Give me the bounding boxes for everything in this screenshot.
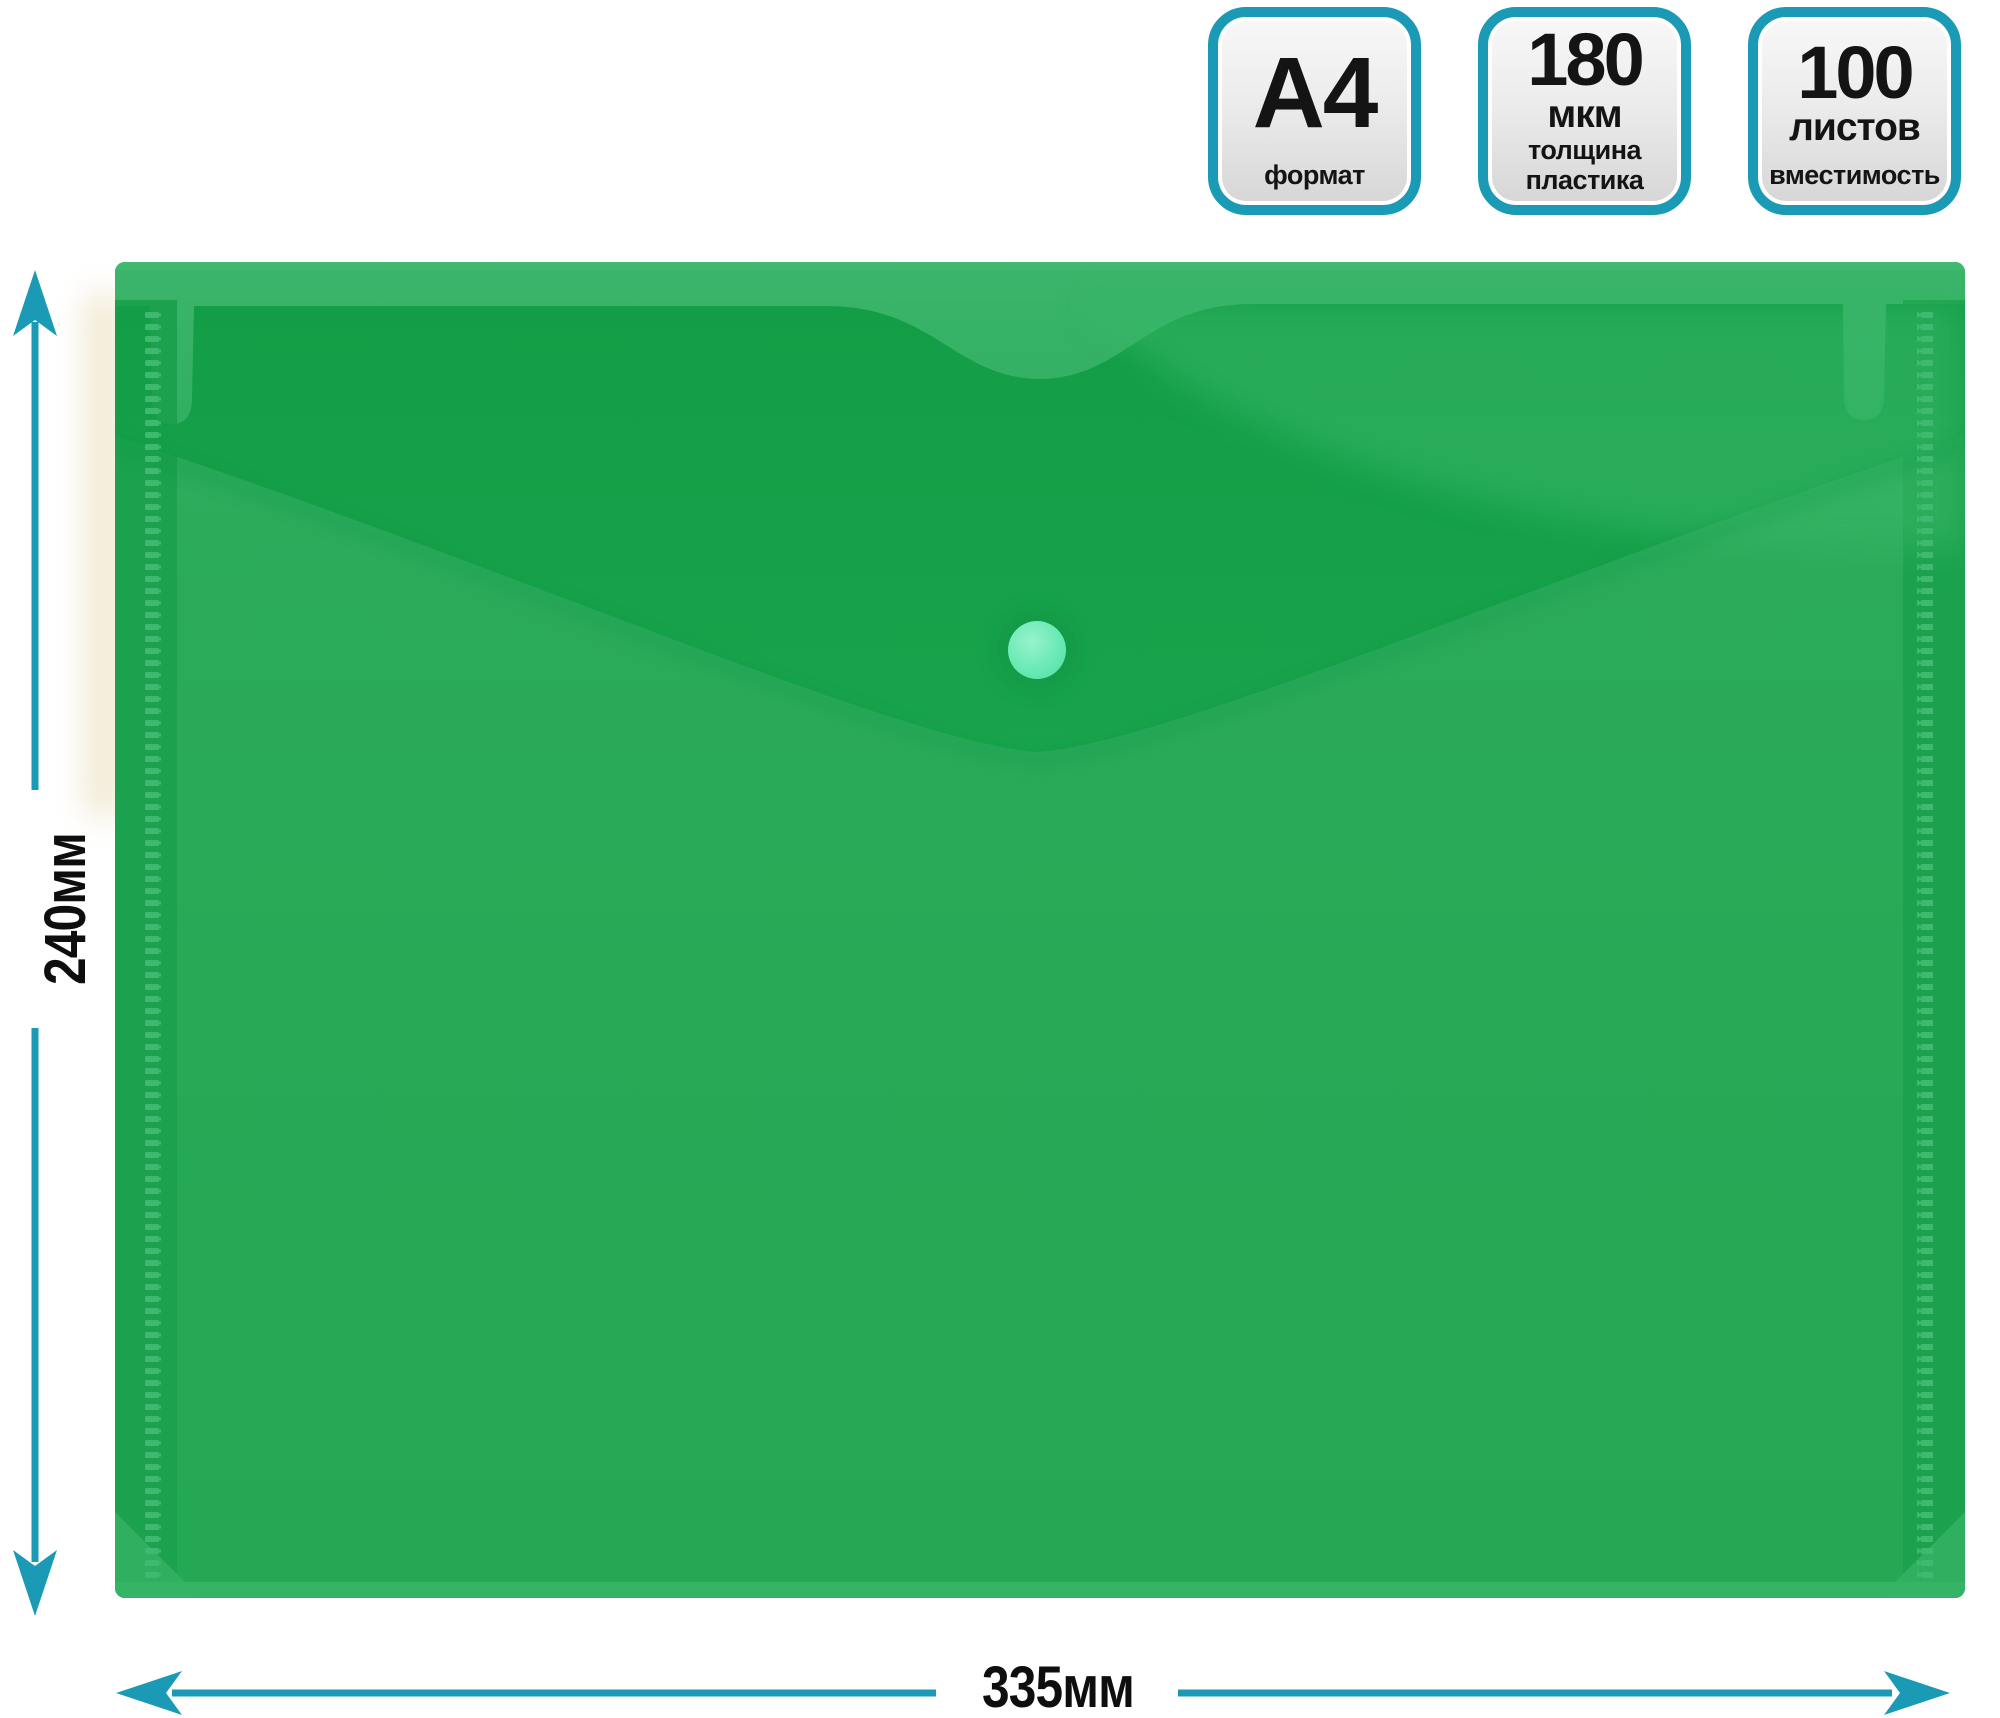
badge-capacity-label: вместимость xyxy=(1769,160,1940,191)
flap-edge-shadow xyxy=(115,439,1965,766)
top-edge-highlight xyxy=(115,262,1965,270)
height-dimension-label: 240мм xyxy=(33,833,98,985)
soft-shadow xyxy=(84,290,124,820)
badge-capacity: 100 листов вместимость xyxy=(1748,7,1961,215)
badge-thickness-label: толщина пластика xyxy=(1525,135,1644,195)
flap-highlight xyxy=(1080,302,1965,548)
arrow-left-icon xyxy=(116,1671,182,1715)
badge-thickness-value: 180 xyxy=(1527,18,1644,101)
width-dimension-arrow: 335мм xyxy=(116,1655,1950,1718)
arrow-up-icon xyxy=(13,270,57,336)
snap-button xyxy=(1008,621,1066,679)
badge-format-value: A4 xyxy=(1252,36,1379,149)
badge-thickness-unit: мкм xyxy=(1547,93,1622,137)
height-dimension-arrow: 240мм xyxy=(13,270,98,1616)
arrow-down-icon xyxy=(13,1550,57,1616)
spec-badges: A4 формат 180 мкм толщина пластика 100 л… xyxy=(1208,7,1961,215)
right-weld-seam xyxy=(1917,312,1933,1584)
envelope-folder xyxy=(115,262,1965,1598)
arrow-right-icon xyxy=(1884,1671,1950,1715)
badge-thickness: 180 мкм толщина пластика xyxy=(1478,7,1691,215)
badge-capacity-value: 100 xyxy=(1797,30,1914,114)
badge-format-top: A4 xyxy=(1252,25,1379,161)
badge-thickness-top: 180 мкм xyxy=(1527,18,1644,137)
badge-format: A4 формат xyxy=(1208,7,1421,215)
badge-capacity-top: 100 листов xyxy=(1789,25,1921,161)
bottom-edge-highlight xyxy=(115,1582,1965,1598)
badge-capacity-unit: листов xyxy=(1789,105,1921,149)
width-dimension-label: 335мм xyxy=(982,1655,1134,1718)
badge-format-label: формат xyxy=(1264,160,1365,191)
left-weld-seam xyxy=(145,312,161,1584)
